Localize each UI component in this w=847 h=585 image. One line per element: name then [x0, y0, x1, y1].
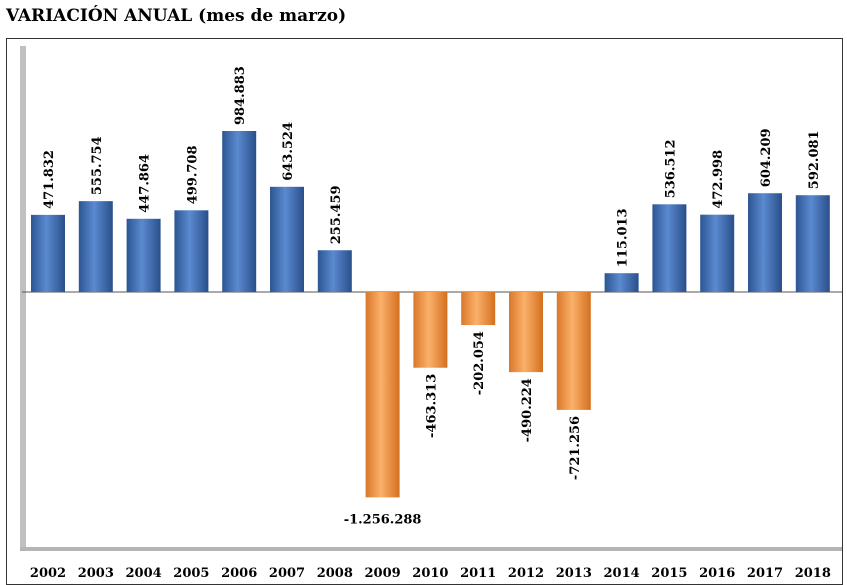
floor	[20, 547, 842, 551]
data-label-2011: -202.054	[472, 331, 487, 395]
x-tick-label: 2014	[604, 566, 640, 581]
left-wall	[20, 46, 26, 548]
x-tick-label: 2011	[460, 566, 496, 581]
x-tick-label: 2018	[795, 566, 831, 581]
data-label-2016: 472.998	[711, 150, 726, 209]
data-label-2015: 536.512	[663, 139, 678, 198]
data-label-2012: -490.224	[520, 378, 535, 442]
data-label-2013: -721.256	[568, 416, 583, 480]
x-tick-label: 2006	[221, 566, 257, 581]
data-label-2014: 115.013	[616, 208, 631, 267]
bar-2017	[748, 193, 782, 292]
bar-2016	[700, 214, 735, 292]
data-label-2006: 984.883	[233, 66, 248, 125]
x-tick-label: 2009	[365, 566, 401, 581]
x-tick-label: 2016	[699, 566, 735, 581]
x-tick-label: 2012	[508, 566, 544, 581]
x-tick-label: 2003	[78, 566, 114, 581]
data-label-2009: -1.256.288	[344, 512, 422, 527]
data-label-2018: 592.081	[807, 130, 822, 189]
data-label-2017: 604.209	[759, 128, 774, 187]
bar-2003	[78, 201, 113, 292]
x-tick-label: 2002	[30, 566, 66, 581]
bar-2013	[556, 292, 591, 410]
data-label-2002: 471.832	[42, 150, 57, 209]
x-tick-label: 2005	[173, 566, 209, 581]
bar-2002	[31, 214, 65, 292]
data-label-2008: 255.459	[329, 185, 344, 244]
bar-2005	[174, 210, 209, 292]
x-tick-label: 2015	[651, 566, 687, 581]
data-label-2004: 447.864	[138, 154, 153, 213]
x-tick-label: 2004	[126, 566, 162, 581]
bar-2015	[652, 204, 687, 292]
bar-2012	[509, 292, 543, 373]
x-tick-label: 2013	[556, 566, 592, 581]
bar-2010	[413, 292, 448, 368]
bar-2011	[461, 292, 496, 326]
x-tick-label: 2008	[317, 566, 353, 581]
data-label-2010: -463.313	[424, 374, 439, 438]
bar-2006	[222, 131, 257, 292]
chart-title: VARIACIÓN ANUAL (mes de marzo)	[6, 6, 347, 26]
x-tick-label: 2017	[747, 566, 783, 581]
bar-2004	[126, 218, 161, 292]
data-label-2005: 499.708	[185, 145, 200, 204]
bar-2014	[604, 273, 639, 292]
bar-2007	[270, 186, 304, 292]
bar-2008	[317, 250, 352, 292]
bar-2018	[795, 195, 830, 292]
data-label-2003: 555.754	[90, 136, 105, 195]
x-tick-label: 2007	[269, 566, 305, 581]
bar-2009	[365, 292, 400, 498]
data-label-2007: 643.524	[281, 122, 296, 181]
x-tick-label: 2010	[412, 566, 448, 581]
